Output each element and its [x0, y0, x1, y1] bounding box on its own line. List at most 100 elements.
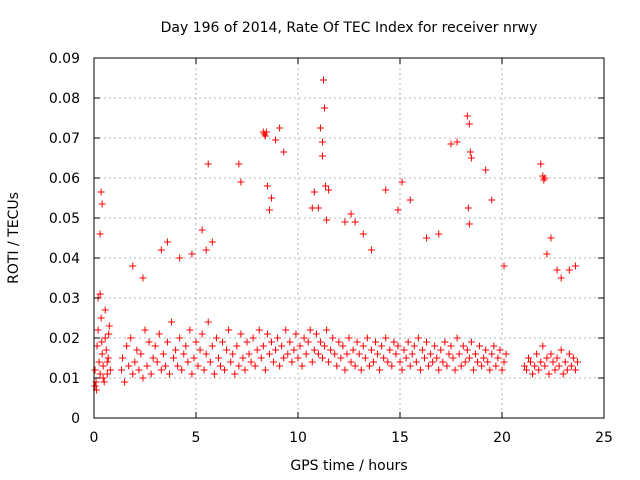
data-point — [378, 342, 386, 350]
data-point — [300, 334, 308, 342]
data-point — [353, 338, 361, 346]
data-point — [355, 350, 363, 358]
data-point — [304, 338, 312, 346]
data-point — [206, 358, 214, 366]
data-point — [231, 370, 239, 378]
data-point — [198, 226, 206, 234]
data-point — [97, 314, 105, 322]
data-point — [127, 334, 135, 342]
data-point — [227, 358, 235, 366]
data-point — [376, 366, 384, 374]
data-point — [241, 366, 249, 374]
data-point — [143, 362, 151, 370]
data-point — [170, 354, 178, 362]
data-point — [188, 250, 196, 258]
data-point — [96, 290, 104, 298]
data-point — [464, 204, 472, 212]
data-point — [106, 366, 114, 374]
data-point — [243, 338, 251, 346]
data-point — [571, 366, 579, 374]
data-point — [125, 362, 133, 370]
data-point — [331, 350, 339, 358]
data-point — [272, 346, 280, 354]
data-point — [490, 342, 498, 350]
data-point — [245, 350, 253, 358]
data-point — [400, 346, 408, 354]
data-point — [394, 342, 402, 350]
data-point — [202, 246, 210, 254]
data-point — [406, 196, 414, 204]
data-point — [98, 350, 106, 358]
data-point — [551, 366, 559, 374]
data-point — [418, 346, 426, 354]
data-point — [282, 326, 290, 334]
data-point — [310, 346, 318, 354]
data-point — [453, 334, 461, 342]
data-point — [103, 358, 111, 366]
data-point — [465, 120, 473, 128]
data-point — [539, 342, 547, 350]
data-point — [298, 362, 306, 370]
data-point — [284, 350, 292, 358]
data-point — [322, 182, 330, 190]
data-point — [249, 334, 257, 342]
data-point — [416, 366, 424, 374]
data-point — [96, 370, 104, 378]
data-point — [453, 138, 461, 146]
y-tick-label: 0.01 — [49, 371, 80, 387]
data-point — [168, 318, 176, 326]
data-point — [471, 350, 479, 358]
data-point — [345, 334, 353, 342]
data-point — [278, 342, 286, 350]
data-point — [306, 326, 314, 334]
data-point — [476, 342, 484, 350]
data-point — [445, 350, 453, 358]
data-point — [105, 322, 113, 330]
data-point — [276, 124, 284, 132]
data-point — [478, 362, 486, 370]
data-point — [219, 338, 227, 346]
data-point — [541, 362, 549, 370]
data-point — [480, 354, 488, 362]
data-point — [288, 358, 296, 366]
data-point — [429, 358, 437, 366]
y-tick-label: 0 — [71, 411, 80, 427]
y-axis-label: ROTI / TECUs — [6, 192, 22, 284]
data-point — [498, 366, 506, 374]
data-point — [410, 342, 418, 350]
data-point — [404, 338, 412, 346]
data-point — [94, 326, 102, 334]
data-point — [157, 366, 165, 374]
data-point — [235, 362, 243, 370]
data-point — [367, 346, 375, 354]
data-point — [123, 342, 131, 350]
data-point — [174, 362, 182, 370]
data-point — [135, 366, 143, 374]
data-point — [347, 358, 355, 366]
data-point — [553, 266, 561, 274]
data-point — [159, 350, 167, 358]
data-point — [320, 76, 327, 84]
data-point — [363, 334, 371, 342]
data-point — [101, 334, 109, 342]
data-point — [221, 366, 229, 374]
data-point — [555, 362, 563, 370]
data-point — [390, 338, 398, 346]
data-point — [296, 342, 304, 350]
data-point — [204, 160, 212, 168]
data-point — [323, 216, 331, 224]
data-point — [535, 366, 543, 374]
data-point — [263, 330, 271, 338]
data-point — [394, 206, 402, 214]
data-point — [165, 370, 173, 378]
data-point — [527, 358, 535, 366]
data-point — [280, 148, 288, 156]
y-tick-label: 0.07 — [49, 131, 80, 147]
data-point — [192, 338, 200, 346]
data-point — [198, 330, 206, 338]
data-point — [496, 346, 504, 354]
data-point — [292, 330, 300, 338]
data-point — [253, 346, 261, 354]
data-point — [208, 342, 216, 350]
data-point — [176, 254, 184, 262]
